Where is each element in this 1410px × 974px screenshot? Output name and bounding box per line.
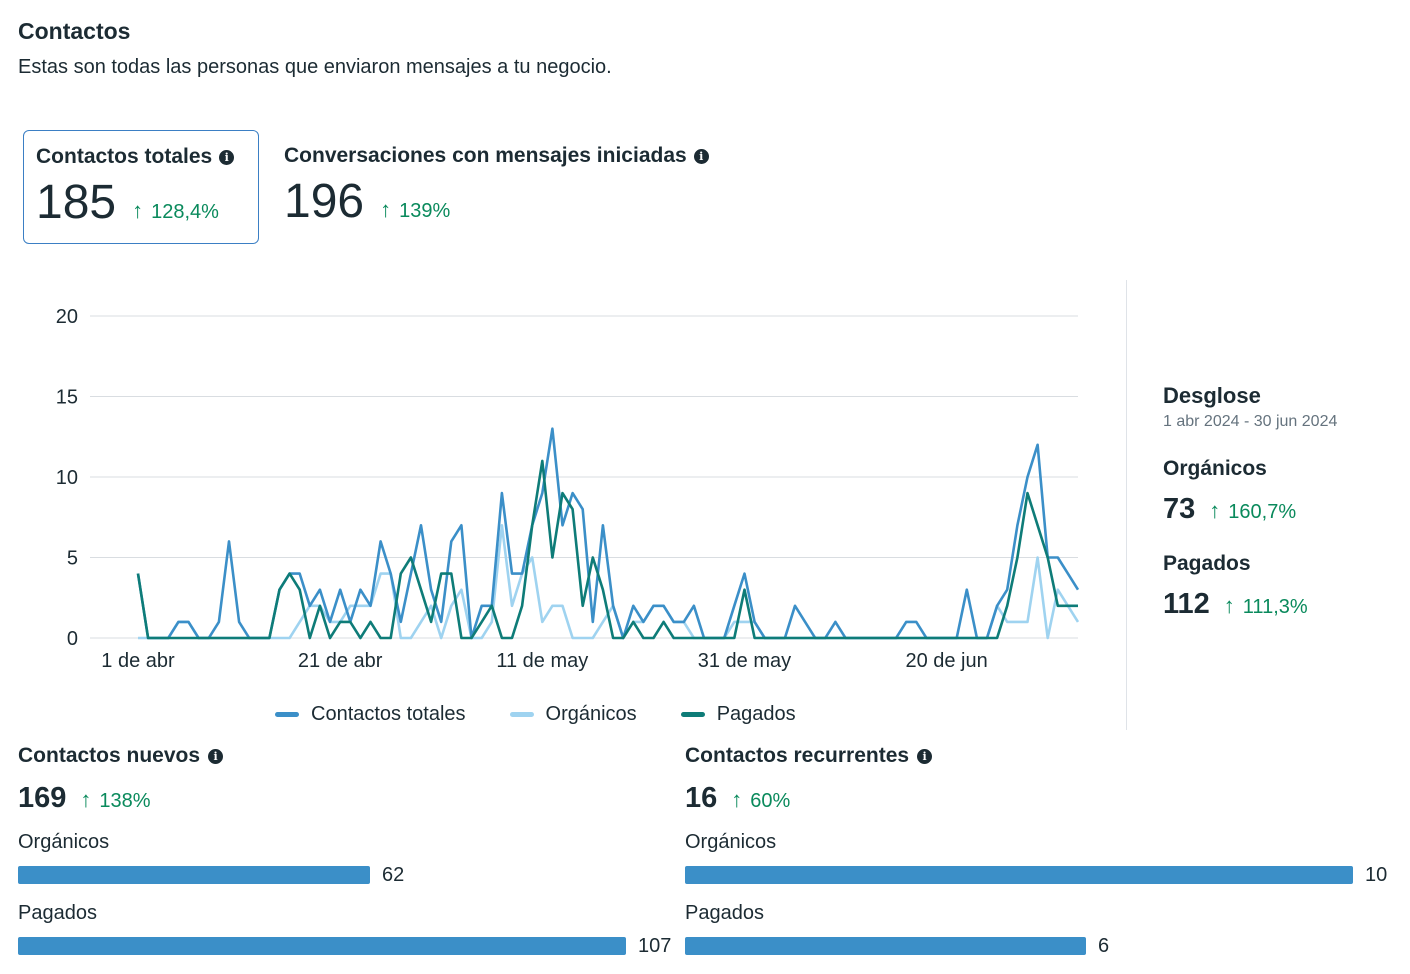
breakdown-panel: Desglose 1 abr 2024 - 30 jun 2024 Orgáni…: [1163, 383, 1403, 621]
bar-label-organic: Orgánicos: [685, 831, 777, 853]
metric-label-text: Contactos totales: [36, 145, 213, 168]
page-subtitle: Estas son todas las personas que enviaro…: [18, 56, 612, 78]
section-change: ↑ 60%: [731, 787, 790, 813]
vertical-divider: [1126, 280, 1127, 730]
section-change: ↑ 138%: [80, 787, 150, 813]
section-change-text: 138%: [99, 790, 151, 812]
line-chart[interactable]: 0 5 10 15 20 1 de abr 21 de abr 11 de may 31 de …: [0, 280, 1100, 730]
bar-label-paid: Pagados: [685, 902, 764, 924]
breakdown-label: Pagados: [1163, 552, 1251, 575]
legend-swatch: [275, 712, 299, 717]
metric-card-conversations[interactable]: Conversaciones con mensajes iniciadas i …: [272, 130, 752, 244]
metric-change: ↑ 128,4%: [132, 198, 219, 224]
chart-svg[interactable]: 0 5 10 15 20 1 de abr 21 de abr 11 de may 31 de …: [0, 280, 1100, 700]
arrow-up-icon: ↑: [380, 197, 392, 222]
section-title-text: Contactos nuevos: [18, 744, 201, 767]
metric-change-text: 139%: [399, 200, 451, 222]
arrow-up-icon: ↑: [80, 787, 92, 812]
legend-label: Contactos totales: [311, 703, 466, 725]
arrow-up-icon: ↑: [132, 198, 144, 223]
metric-label-text: Conversaciones con mensajes iniciadas: [284, 144, 687, 167]
arrow-up-icon: ↑: [1223, 593, 1235, 618]
new-contacts-section: Contactos nuevos i 169 ↑ 138% Orgánicos …: [18, 744, 678, 957]
series-line-total[interactable]: [136, 427, 1080, 640]
x-tick-label: 11 de may: [496, 650, 588, 672]
section-value: 169: [18, 782, 67, 814]
breakdown-value: 112: [1163, 588, 1210, 620]
bar-row: 107: [18, 935, 678, 957]
y-tick-label: 15: [56, 387, 78, 409]
breakdown-change-text: 111,3%: [1242, 596, 1308, 618]
x-tick-label: 20 de jun: [905, 650, 987, 672]
section-title: Contactos nuevos i: [18, 744, 678, 768]
arrow-up-icon: ↑: [731, 787, 743, 812]
breakdown-organic: Orgánicos 73 ↑ 160,7%: [1163, 457, 1403, 526]
bar-row: 62: [18, 864, 678, 886]
legend-item-paid[interactable]: Pagados: [680, 703, 796, 726]
breakdown-change-text: 160,7%: [1228, 501, 1297, 523]
page-title: Contactos: [18, 18, 131, 44]
metric-change: ↑ 139%: [380, 197, 450, 223]
info-icon[interactable]: i: [693, 148, 709, 164]
legend-swatch: [509, 712, 534, 717]
section-change-text: 60%: [750, 790, 791, 812]
breakdown-change: ↑ 111,3%: [1224, 593, 1308, 619]
breakdown-label: Orgánicos: [1163, 457, 1267, 480]
bar-value: 62: [382, 863, 405, 886]
bar-value: 107: [638, 934, 672, 957]
bar-paid: [685, 937, 1086, 955]
breakdown-change: ↑ 160,7%: [1209, 498, 1296, 524]
metric-card-total-contacts[interactable]: Contactos totales i 185 ↑ 128,4%: [23, 130, 259, 244]
x-tick-label: 31 de may: [698, 650, 791, 672]
legend-swatch: [680, 712, 705, 717]
bar-value: 10: [1365, 863, 1388, 886]
info-icon[interactable]: i: [917, 748, 933, 764]
breakdown-paid: Pagados 112 ↑ 111,3%: [1163, 552, 1403, 621]
bar-value: 6: [1098, 934, 1110, 957]
breakdown-title: Desglose: [1163, 383, 1261, 408]
y-tick-label: 0: [67, 628, 78, 650]
series-line-paid[interactable]: [136, 459, 1078, 640]
metric-label: Contactos totales i: [36, 145, 246, 169]
metric-value: 196: [284, 175, 365, 228]
x-tick-label: 21 de abr: [298, 650, 383, 672]
bar-organic: [685, 866, 1353, 884]
legend-item-organic[interactable]: Orgánicos: [509, 703, 637, 726]
arrow-up-icon: ↑: [1209, 498, 1221, 523]
info-icon[interactable]: i: [219, 149, 235, 165]
breakdown-date-range: 1 abr 2024 - 30 jun 2024: [1163, 413, 1338, 430]
bar-label-organic: Orgánicos: [18, 831, 110, 853]
metric-change-text: 128,4%: [151, 201, 219, 223]
bar-organic: [18, 866, 370, 884]
series-line-organic[interactable]: [138, 524, 1080, 640]
bar-label-paid: Pagados: [18, 902, 97, 924]
metric-value: 185: [36, 176, 117, 229]
y-tick-label: 20: [56, 306, 78, 328]
legend-label: Orgánicos: [545, 703, 637, 725]
section-title-text: Contactos recurrentes: [685, 744, 910, 767]
section-value: 16: [685, 782, 718, 814]
legend-item-total[interactable]: Contactos totales: [275, 703, 466, 726]
metric-label: Conversaciones con mensajes iniciadas i: [284, 144, 740, 168]
y-tick-label: 5: [67, 548, 78, 570]
bar-row: 6: [685, 935, 1395, 957]
section-title: Contactos recurrentes i: [685, 744, 1395, 768]
chart-legend: Contactos totales Orgánicos Pagados: [275, 703, 796, 726]
bar-paid: [18, 937, 626, 955]
legend-label: Pagados: [716, 703, 796, 725]
x-tick-label: 1 de abr: [101, 650, 175, 672]
recurring-contacts-section: Contactos recurrentes i 16 ↑ 60% Orgánic…: [685, 744, 1395, 957]
y-tick-label: 10: [56, 467, 78, 489]
bar-row: 10: [685, 864, 1395, 886]
breakdown-value: 73: [1163, 493, 1196, 525]
info-icon[interactable]: i: [208, 748, 224, 764]
